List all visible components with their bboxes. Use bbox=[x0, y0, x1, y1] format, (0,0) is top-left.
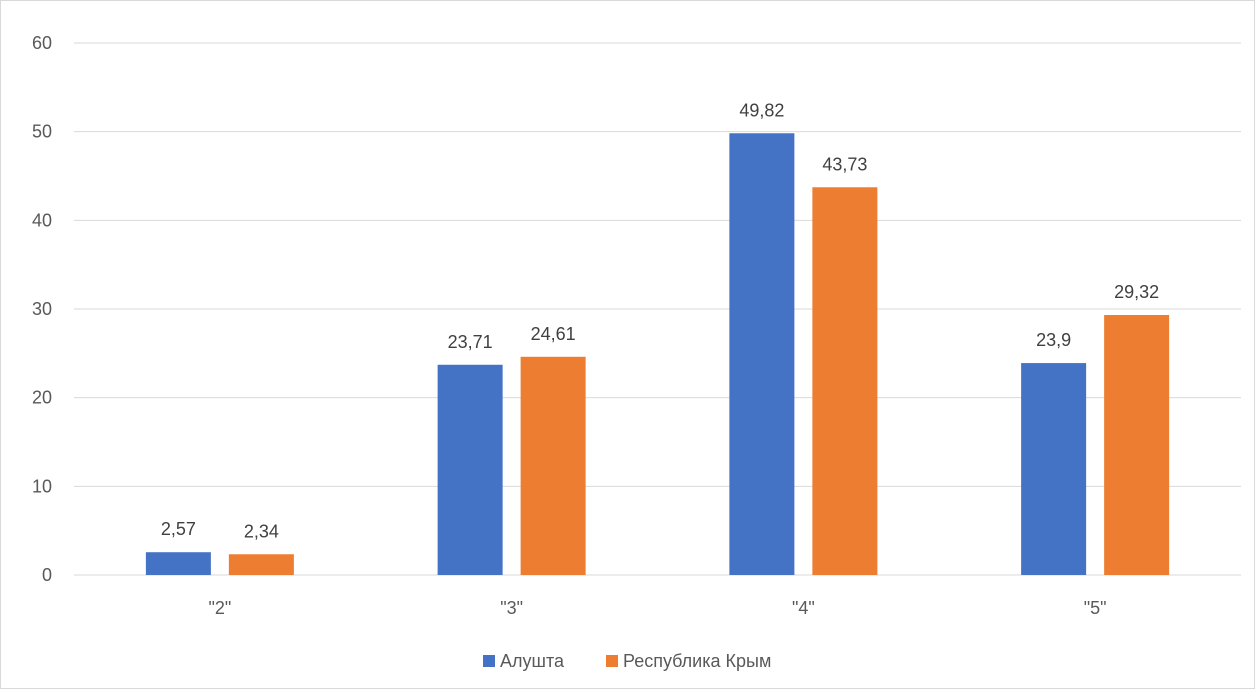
y-tick-label: 10 bbox=[32, 476, 52, 496]
y-tick-label: 40 bbox=[32, 210, 52, 230]
gridlines bbox=[74, 42, 1241, 576]
x-tick-label: "2" bbox=[208, 598, 231, 618]
x-tick-label: "4" bbox=[792, 598, 815, 618]
data-label: 24,61 bbox=[531, 324, 576, 344]
bar-alushta-2 bbox=[145, 552, 211, 575]
y-tick-label: 50 bbox=[32, 122, 52, 142]
data-label: 2,57 bbox=[161, 519, 196, 539]
data-label: 49,82 bbox=[739, 100, 784, 120]
data-label: 2,34 bbox=[244, 521, 279, 541]
bar-crimea-2 bbox=[228, 554, 294, 575]
y-tick-label: 30 bbox=[32, 299, 52, 319]
data-label: 23,9 bbox=[1036, 330, 1071, 350]
x-axis-ticks: "2" "3" "4" "5" bbox=[208, 598, 1106, 618]
bar-alushta-5 bbox=[1021, 363, 1087, 575]
legend-item-alushta: Алушта bbox=[483, 651, 565, 671]
data-label: 29,32 bbox=[1114, 282, 1159, 302]
bar-crimea-3 bbox=[520, 356, 586, 575]
y-tick-label: 0 bbox=[42, 565, 52, 585]
data-label: 43,73 bbox=[822, 154, 867, 174]
bar-alushta-4 bbox=[729, 133, 795, 575]
bar-crimea-4 bbox=[812, 187, 878, 575]
bar-alushta-3 bbox=[437, 364, 503, 575]
legend-label: Алушта bbox=[500, 651, 565, 671]
legend-swatch bbox=[606, 655, 618, 667]
y-tick-label: 20 bbox=[32, 388, 52, 408]
y-axis-ticks: 0 10 20 30 40 50 60 bbox=[32, 33, 52, 585]
data-labels: 2,57 2,34 23,71 24,61 49,82 43,73 23,9 29,32 bbox=[161, 100, 1159, 541]
x-tick-label: "5" bbox=[1084, 598, 1107, 618]
legend-swatch bbox=[483, 655, 495, 667]
bars bbox=[145, 133, 1170, 575]
legend-item-crimea: Республика Крым bbox=[606, 651, 771, 671]
y-tick-label: 60 bbox=[32, 33, 52, 53]
data-label: 23,71 bbox=[448, 332, 493, 352]
legend: Алушта Республика Крым bbox=[483, 651, 771, 671]
x-tick-label: "3" bbox=[500, 598, 523, 618]
bar-crimea-5 bbox=[1104, 315, 1170, 575]
legend-label: Республика Крым bbox=[623, 651, 771, 671]
